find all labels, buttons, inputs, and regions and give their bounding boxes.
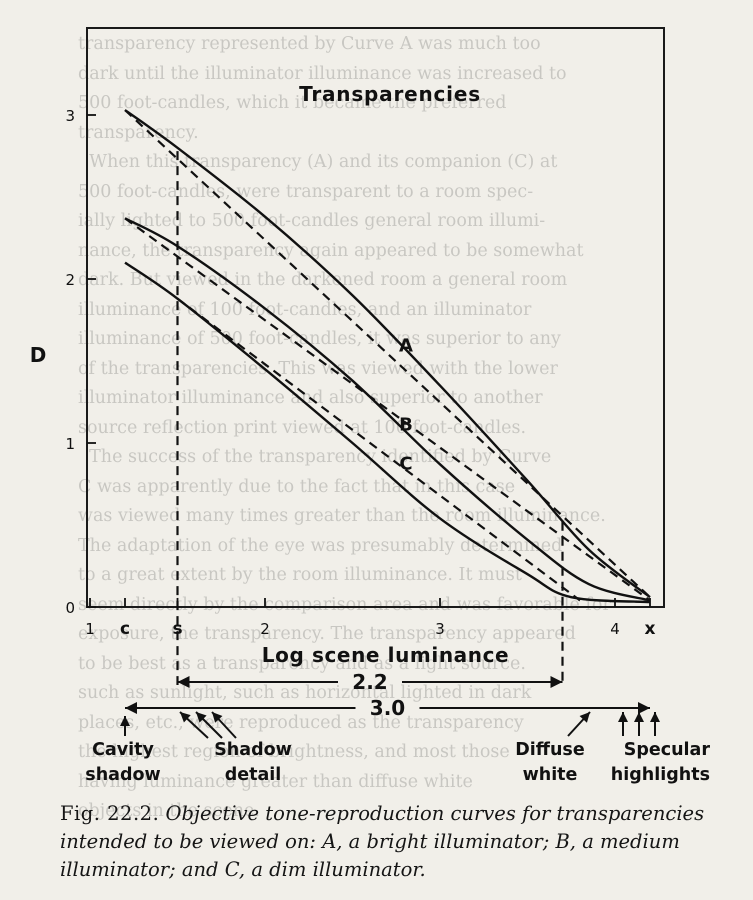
curve-b-solid [124,217,651,602]
span-arrowhead [177,676,190,688]
y-tick-label: 1 [65,435,75,453]
x-tick-label: 4 [610,620,620,638]
span-label: 3.0 [370,696,405,720]
x-marker-label: x [645,619,656,639]
y-tick-label: 0 [65,599,75,617]
figure-caption: Fig. 22.2. Objective tone-reproduction c… [60,800,730,884]
x-marker-label: s [172,619,182,639]
y-tick-label: 2 [65,271,75,289]
caption-figure-label: Fig. 22.2. [60,802,160,825]
y-axis-label: D [30,343,47,367]
span-label: 2.2 [352,670,387,694]
bleed-through-text: transparency represented by Curve A was … [78,34,611,821]
pointer-arrowhead [180,712,191,723]
span-arrowhead [638,702,650,714]
pointer-arrowhead [120,716,130,726]
pointer-arrowhead [196,712,207,723]
x-tick-label: 2 [260,620,270,638]
curve-label-b: B [399,414,413,435]
curve-label-a: A [399,336,413,357]
caption-text: Objective tone-reproduction curves for t… [60,802,705,881]
x-tick-label: 1 [85,620,95,638]
x-marker-label: c [120,619,130,639]
plot-frame [86,27,665,608]
pointer-arrowhead [618,712,628,722]
chart-title: Transparencies [299,82,481,106]
pointer-arrowhead [579,712,590,723]
diffuse-white-label: Diffuse white [515,740,585,785]
shadow-detail-label: Shadow detail [214,740,292,785]
curve-label-c: C [399,454,412,475]
curve-a-solid [124,109,651,599]
cavity-shadow-label: Cavity shadow [85,740,161,785]
x-tick-label: 3 [435,620,445,638]
span-arrowhead [125,702,137,714]
curve-c-solid [124,261,651,604]
specular-highlights-label: Specular highlights [610,740,710,785]
x-axis-label: Log scene luminance [262,643,509,667]
curve-a-dashed [124,109,651,598]
y-tick-label: 3 [65,107,75,125]
pointer-arrowhead [650,712,660,722]
pointer-arrowhead [634,712,644,722]
curve-c-dashed [176,297,581,602]
span-arrowhead [550,676,563,688]
curve-b-dashed [124,217,651,602]
pointer-arrowhead [212,712,223,723]
